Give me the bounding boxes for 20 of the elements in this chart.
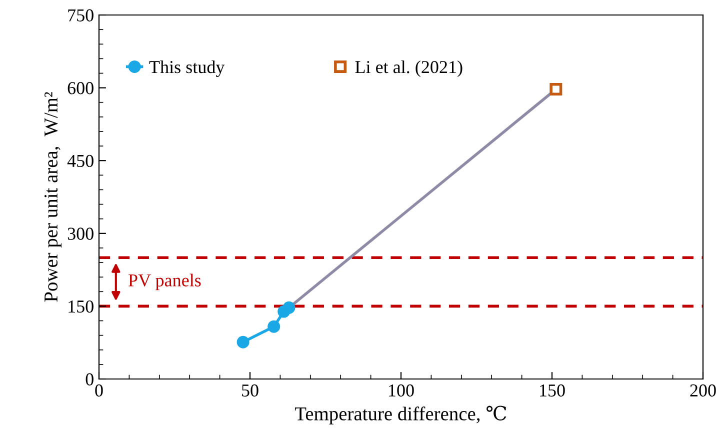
point bbox=[550, 83, 562, 96]
y-tick-label: 300 bbox=[68, 228, 94, 240]
y-tick-label: 150 bbox=[68, 300, 94, 313]
y-tick-label: 0 bbox=[86, 373, 94, 386]
y-axis-title: Power per unit area, W/m² bbox=[44, 92, 62, 302]
legend-label: This study bbox=[149, 60, 225, 77]
x-tick-label: 100 bbox=[389, 384, 414, 397]
x-tick-label: 0 bbox=[95, 384, 103, 397]
x-tick-label: 200 bbox=[690, 384, 716, 397]
x-axis-title: Temperature difference, ℃ bbox=[294, 406, 506, 424]
y-tick-label: 750 bbox=[68, 9, 94, 22]
y-tick-label: 450 bbox=[67, 154, 94, 168]
legend-label: Li et al. (2021) bbox=[355, 60, 462, 77]
point bbox=[268, 320, 280, 333]
point bbox=[282, 301, 296, 314]
point bbox=[236, 336, 250, 348]
x-tick-label: 50 bbox=[242, 384, 258, 397]
x-tick-label: 150 bbox=[540, 384, 565, 397]
y-tick-label: 600 bbox=[68, 82, 94, 94]
annotation: PV panels bbox=[128, 274, 201, 290]
